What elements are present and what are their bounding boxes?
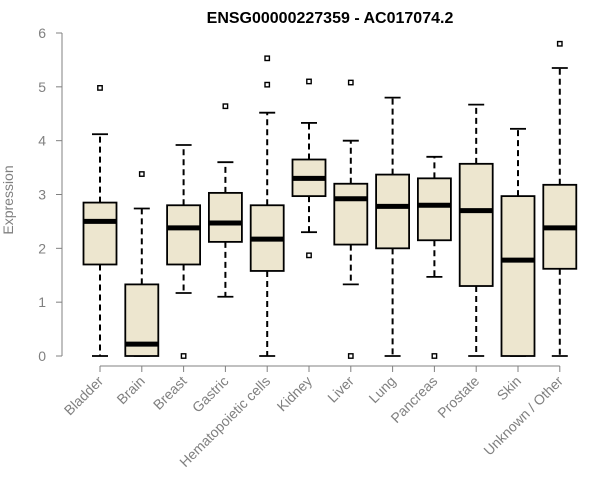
x-tick-label: Kidney	[274, 373, 316, 415]
box-brain	[124, 171, 160, 357]
y-tick-label: 2	[38, 240, 46, 256]
box-rect	[458, 162, 494, 287]
x-tick-label: Breast	[150, 373, 190, 413]
x-tick-label: Unknown / Other	[480, 373, 566, 459]
box-lung	[375, 96, 411, 357]
outlier-point	[347, 79, 354, 86]
box-rect	[207, 191, 243, 243]
box-prostate	[458, 103, 494, 357]
box-rect	[82, 201, 118, 266]
x-tick-label: Lung	[365, 373, 398, 406]
x-tick-label: Liver	[324, 373, 357, 406]
box-breast	[166, 144, 202, 359]
chart-title: ENSG00000227359 - AC017074.2	[207, 10, 454, 27]
outlier-point	[431, 353, 438, 359]
outlier-point	[222, 103, 229, 110]
box-bladder	[82, 85, 118, 357]
box-rect	[375, 173, 411, 250]
outlier-point	[138, 171, 145, 177]
box-gastric	[207, 103, 243, 298]
box-skin	[500, 127, 536, 357]
y-tick-label: 3	[38, 187, 46, 203]
outlier-point	[306, 252, 312, 259]
box-rect	[416, 177, 452, 242]
y-tick-label: 1	[38, 294, 46, 310]
x-tick-label: Prostate	[434, 373, 482, 421]
box-liver	[333, 79, 369, 359]
box-pancreas	[416, 155, 452, 359]
outlier-point	[306, 78, 312, 85]
outlier-point	[556, 40, 563, 47]
y-tick-label: 6	[38, 25, 46, 41]
box-kidney	[291, 78, 327, 259]
x-tick-label: Bladder	[61, 373, 107, 419]
box-unknown-other	[542, 40, 578, 357]
outlier-point	[180, 353, 187, 359]
y-axis: 0 1 2 3 4 5 6	[38, 25, 63, 364]
box-rect	[500, 195, 536, 357]
outlier-point	[347, 353, 354, 359]
outlier-point	[97, 85, 103, 91]
x-tick-label: Brain	[113, 373, 147, 407]
x-tick-label: Skin	[494, 373, 525, 404]
box-rect	[333, 182, 369, 246]
outlier-point	[264, 81, 271, 88]
box-rect	[166, 204, 202, 266]
y-axis-label: Expression	[0, 165, 16, 234]
y-tick-label: 0	[38, 348, 46, 364]
box-hematopoietic-cells	[249, 55, 285, 357]
outlier-point	[264, 55, 271, 62]
y-tick-label: 4	[38, 133, 46, 149]
y-tick-label: 5	[38, 79, 46, 95]
boxes-group	[82, 40, 578, 359]
